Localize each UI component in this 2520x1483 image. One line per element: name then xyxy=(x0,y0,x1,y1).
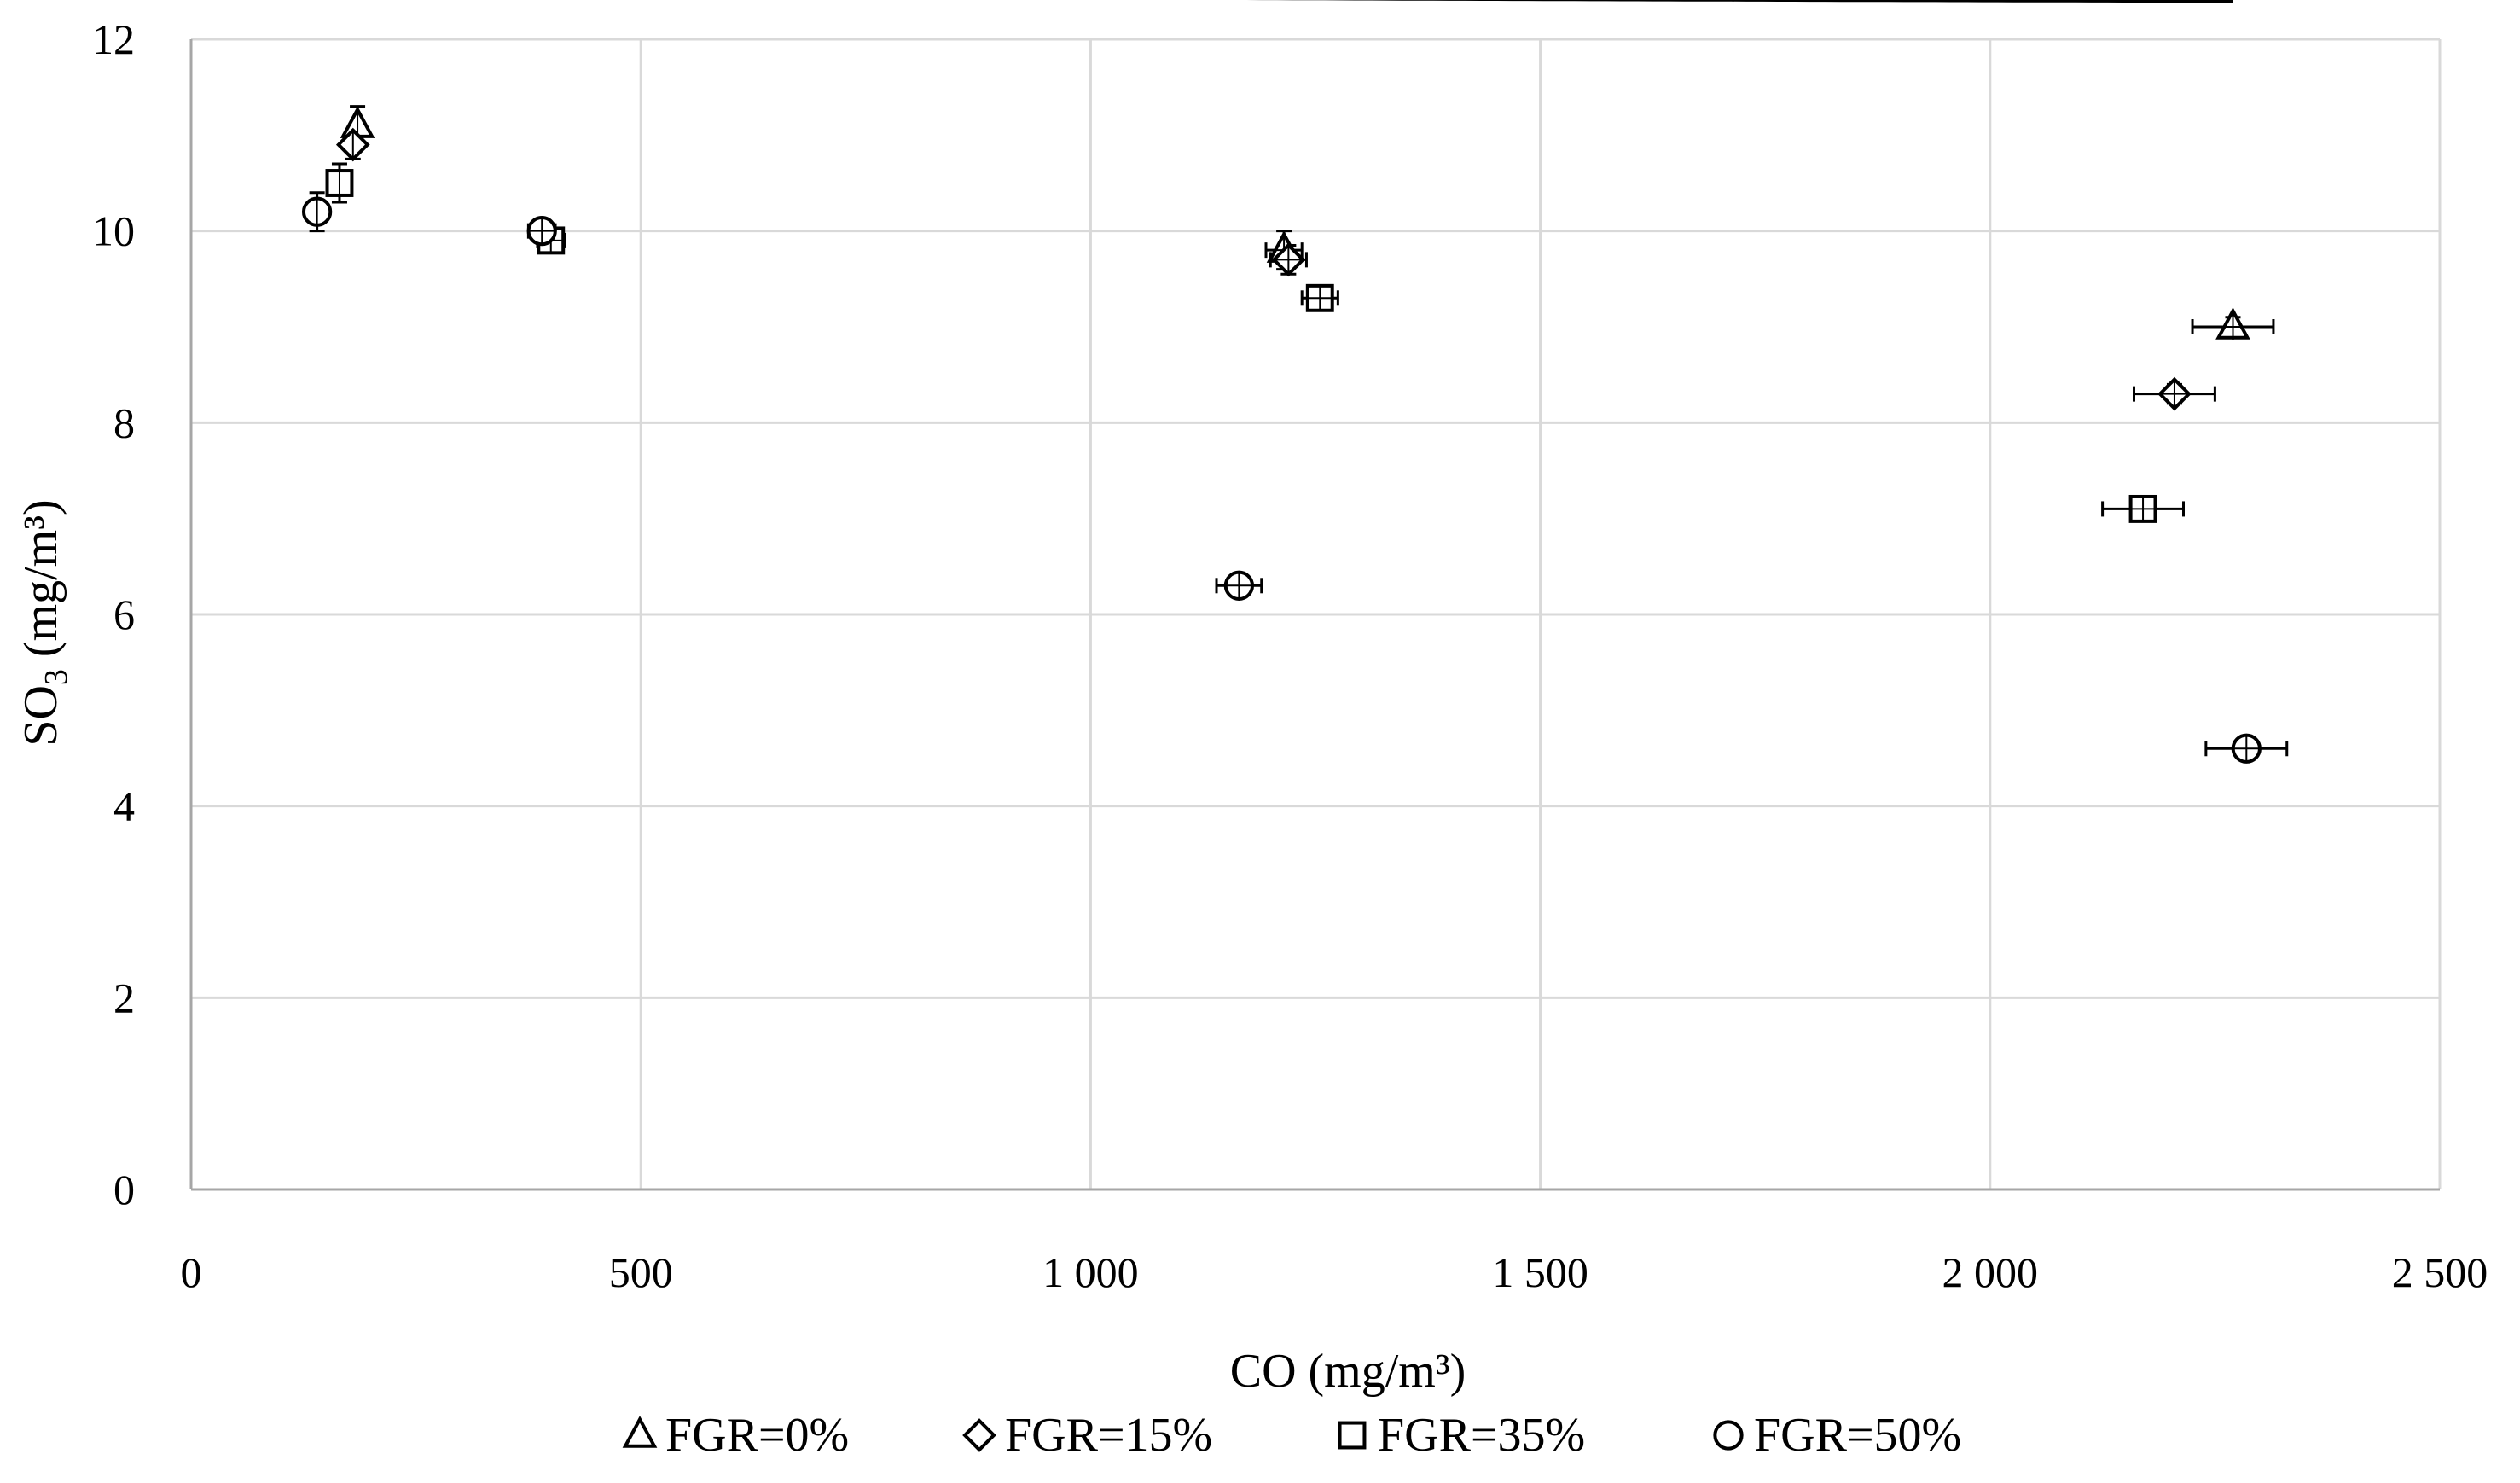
legend: FGR=0% FGR=15% FGR=35% FGR=50% xyxy=(622,1409,1961,1462)
x-tick-label: 2 500 xyxy=(2392,1248,2488,1296)
legend-marker-circle xyxy=(1713,1420,1744,1451)
y-tick-label: 0 xyxy=(113,1166,135,1213)
legend-label: FGR=35% xyxy=(1378,1409,1585,1462)
y-tick-label: 2 xyxy=(113,974,135,1021)
legend-marker-triangle xyxy=(622,1416,658,1448)
y-tick-label: 10 xyxy=(92,207,135,255)
y-axis-title-unit: (mg/m³) xyxy=(15,499,67,669)
legend-label: FGR=50% xyxy=(1754,1409,1961,1462)
y-axis-title-main: SO xyxy=(15,685,67,747)
y-tick-labels: 0 2 4 6 8 10 12 xyxy=(92,15,135,1213)
y-tick-label: 6 xyxy=(113,590,135,638)
y-axis-title: SO3 (mg/m³) xyxy=(15,499,74,746)
legend-marker-diamond xyxy=(962,1418,996,1452)
y-tick-label: 12 xyxy=(92,15,135,63)
x-tick-label: 1 500 xyxy=(1492,1248,1588,1296)
legend-marker-square xyxy=(1338,1421,1367,1450)
legend-label: FGR=0% xyxy=(665,1409,849,1462)
x-axis-title: CO (mg/m³) xyxy=(1230,1345,1466,1398)
trend-lines xyxy=(1245,0,2233,3)
y-axis-title-subscript: 3 xyxy=(38,669,74,685)
legend-label: FGR=15% xyxy=(1005,1409,1212,1462)
y-tick-label: 4 xyxy=(113,782,135,830)
x-tick-label: 500 xyxy=(609,1248,673,1296)
y-tick-label: 8 xyxy=(113,398,135,446)
grid-lines xyxy=(189,38,2442,1189)
x-tick-label: 2 000 xyxy=(1942,1248,2039,1296)
trend-line xyxy=(1245,0,2233,3)
data-markers xyxy=(301,106,2262,764)
x-tick-label: 0 xyxy=(181,1248,202,1296)
x-tick-label: 1 000 xyxy=(1042,1248,1139,1296)
plot-border xyxy=(189,39,2440,1191)
x-tick-labels: 0 500 1 000 1 500 2 000 2 500 xyxy=(181,1248,2488,1296)
